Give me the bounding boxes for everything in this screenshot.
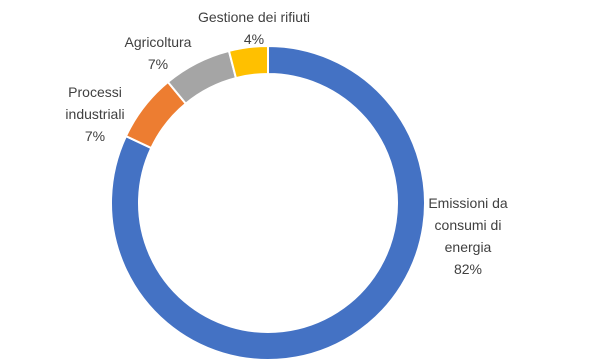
value-label: 4% [243, 31, 265, 47]
data-label: Agricoltura 7% [105, 31, 211, 75]
category-label: Processi industriali [65, 84, 125, 122]
value-label: 7% [147, 56, 169, 72]
category-label: Agricoltura [124, 34, 192, 50]
value-label: 82% [453, 261, 483, 277]
data-label: Processi industriali 7% [40, 81, 150, 147]
value-label: 7% [84, 128, 106, 144]
category-label: Gestione dei rifiuti [197, 9, 311, 25]
data-label: Gestione dei rifiuti 4% [195, 6, 313, 50]
donut-segment [227, 44, 269, 80]
donut-segment [110, 44, 426, 361]
data-label: Emissioni da consumi di energia 82% [420, 192, 516, 280]
category-label: Emissioni da consumi di energia [428, 195, 508, 255]
